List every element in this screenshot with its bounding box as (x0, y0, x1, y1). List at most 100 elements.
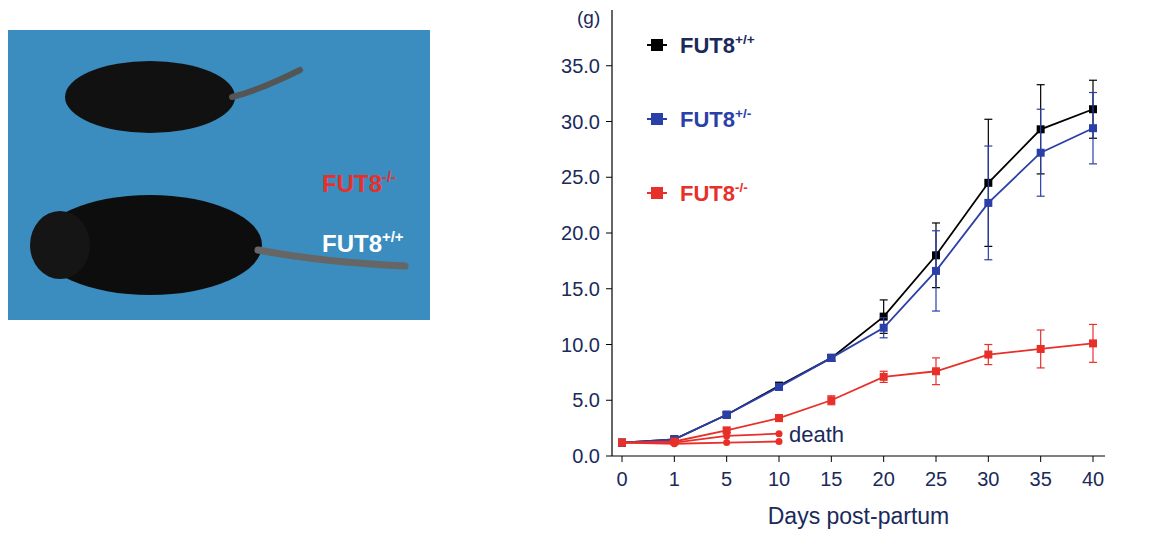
y-tick (606, 65, 612, 66)
error-bar (1037, 109, 1045, 196)
x-tick-label: 35 (1030, 468, 1052, 490)
error-cap (1089, 362, 1097, 363)
marker (723, 411, 731, 419)
series (619, 438, 783, 447)
photo-label: FUT8+/+ (322, 229, 404, 257)
series (618, 80, 1097, 446)
error-cap (1089, 92, 1097, 93)
legend-label: FUT8+/+ (680, 32, 755, 58)
x-tick (936, 456, 937, 462)
text-base: FUT8 (680, 181, 735, 206)
error-cap (1037, 196, 1045, 197)
y-axis-title: (g) (577, 7, 600, 28)
error-bar (1037, 330, 1045, 368)
y-tick (606, 121, 612, 122)
error-cap (1089, 80, 1097, 81)
legend-marker (651, 39, 663, 51)
error-bar (984, 345, 992, 365)
marker (619, 439, 626, 446)
y-tick (606, 288, 612, 289)
annotation: death (789, 422, 844, 447)
marker (932, 367, 940, 375)
marker (776, 430, 783, 437)
marker (723, 411, 731, 419)
error-bar (1089, 93, 1097, 164)
x-tick-label: 0 (616, 468, 627, 490)
text-base: FUT8 (322, 170, 382, 197)
y-tick-label: 10.0 (561, 334, 600, 356)
series (618, 324, 1097, 446)
error-bar (775, 384, 783, 391)
y-tick (606, 344, 612, 345)
legend: FUT8+/+FUT8+/-FUT8-/- (647, 32, 755, 206)
error-cap (984, 259, 992, 260)
text-base: FUT8 (322, 230, 382, 257)
text-base: FUT8 (680, 33, 735, 58)
tail-small (232, 70, 300, 97)
x-tick (779, 456, 780, 462)
marker (984, 351, 992, 359)
marker (723, 432, 730, 439)
y-tick-label: 30.0 (561, 111, 600, 133)
x-tick-label: 10 (768, 468, 790, 490)
x-tick-label: 1 (669, 468, 680, 490)
error-bar (932, 358, 940, 385)
legend-label: FUT8-/- (680, 180, 748, 206)
error-cap (932, 310, 940, 311)
error-cap (932, 357, 940, 358)
x-tick (1093, 456, 1094, 462)
marker (827, 354, 835, 362)
error-cap (880, 371, 888, 372)
marker (619, 439, 626, 446)
marker (827, 396, 835, 404)
x-tick-label: 15 (820, 468, 842, 490)
x-tick-label: 20 (873, 468, 895, 490)
y-tick-label: 15.0 (561, 278, 600, 300)
x-tick (674, 456, 675, 462)
x-tick (988, 456, 989, 462)
error-bar (1089, 324, 1097, 362)
y-tick (606, 233, 612, 234)
marker (671, 440, 678, 447)
error-cap (984, 344, 992, 345)
error-bar (984, 146, 992, 260)
series-line (622, 442, 779, 444)
error-cap (880, 337, 888, 338)
error-cap (1037, 109, 1045, 110)
error-cap (1037, 84, 1045, 85)
text-sup: +/- (735, 106, 751, 121)
error-bar (880, 318, 888, 338)
photo: FUT8-/-FUT8+/+ (8, 30, 430, 320)
legend-marker (651, 113, 663, 125)
marker (827, 354, 835, 362)
y-tick-label: 35.0 (561, 55, 600, 77)
y-tick-label: 25.0 (561, 166, 600, 188)
text-sup: +/+ (382, 229, 404, 245)
legend-label: FUT8+/- (680, 106, 751, 132)
error-cap (932, 230, 940, 231)
error-cap (1037, 367, 1045, 368)
marker (775, 414, 783, 422)
error-cap (1089, 324, 1097, 325)
error-cap (984, 364, 992, 365)
marker (1037, 149, 1045, 157)
error-bar (932, 231, 940, 311)
error-cap (932, 384, 940, 385)
marker (1089, 339, 1097, 347)
series (618, 93, 1097, 447)
marker (776, 438, 783, 445)
error-bar (827, 355, 835, 362)
error-cap (827, 395, 835, 396)
error-cap (1089, 163, 1097, 164)
canvas: FUT8-/-FUT8+/+0.05.010.015.020.025.030.0… (0, 0, 1153, 544)
mouse-head (30, 211, 90, 279)
mouse-small (65, 61, 235, 133)
x-tick (1040, 456, 1041, 462)
error-bar (880, 371, 888, 382)
error-bar (827, 355, 835, 362)
marker (880, 324, 888, 332)
error-cap (880, 382, 888, 383)
text-sup: +/+ (735, 32, 755, 47)
x-tick-label: 5 (721, 468, 732, 490)
series-line (622, 109, 1093, 442)
